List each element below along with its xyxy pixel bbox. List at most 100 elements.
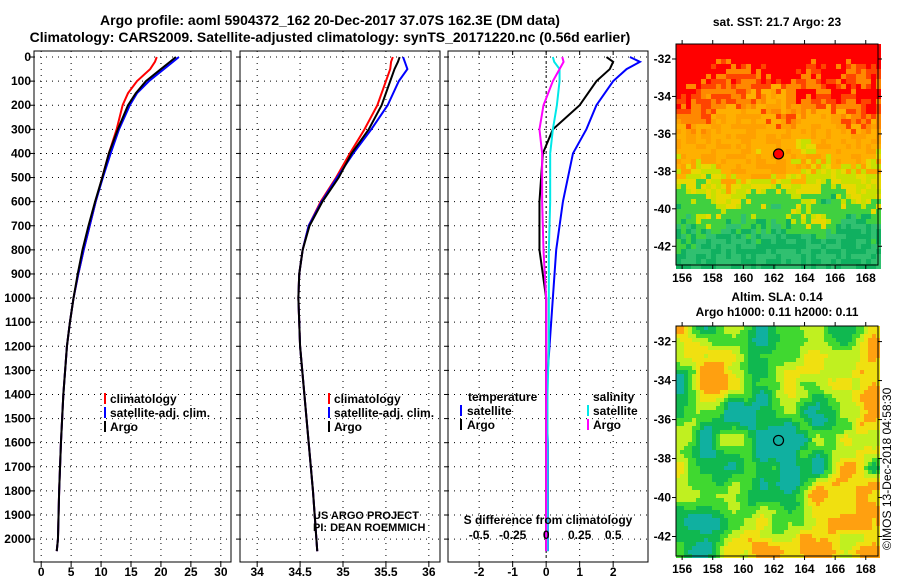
heatmap-cell	[864, 446, 868, 450]
heatmap-cell	[841, 139, 846, 144]
heatmap-cell	[780, 330, 784, 334]
heatmap-cell	[740, 490, 744, 494]
s-tick-label: -0.25	[499, 528, 527, 542]
heatmap-cell	[732, 482, 736, 486]
heatmap-cell	[751, 174, 756, 179]
heatmap-cell	[808, 398, 812, 402]
heatmap-cell	[716, 159, 721, 164]
heatmap-cell	[776, 358, 780, 362]
heatmap-cell	[740, 510, 744, 514]
heatmap-cell	[736, 104, 741, 109]
heatmap-cell	[776, 119, 781, 124]
heatmap-cell	[732, 334, 736, 338]
series-line-s-satellite	[546, 56, 561, 552]
heatmap-cell	[756, 219, 761, 224]
heatmap-cell	[816, 422, 820, 426]
heatmap-cell	[851, 54, 856, 59]
heatmap-cell	[704, 362, 708, 366]
heatmap-cell	[848, 402, 852, 406]
heatmap-cell	[828, 326, 832, 330]
heatmap-cell	[756, 264, 761, 269]
heatmap-cell	[772, 466, 776, 470]
heatmap-cell	[711, 79, 716, 84]
heatmap-cell	[686, 254, 691, 259]
heatmap-cell	[696, 454, 700, 458]
heatmap-cell	[792, 510, 796, 514]
heatmap-cell	[851, 229, 856, 234]
heatmap-cell	[686, 154, 691, 159]
heatmap-cell	[821, 139, 826, 144]
y-tick-label: 800	[11, 243, 31, 257]
heatmap-cell	[744, 486, 748, 490]
heatmap-cell	[760, 494, 764, 498]
heatmap-cell	[712, 530, 716, 534]
heatmap-cell	[812, 354, 816, 358]
heatmap-cell	[780, 526, 784, 530]
legend-marker	[328, 393, 330, 404]
heatmap-cell	[784, 382, 788, 386]
heatmap-cell	[676, 522, 680, 526]
heatmap-cell	[676, 394, 680, 398]
heatmap-cell	[824, 438, 828, 442]
heatmap-cell	[804, 506, 808, 510]
heatmap-cell	[872, 338, 876, 342]
heatmap-cell	[756, 446, 760, 450]
heatmap-cell	[841, 129, 846, 134]
heatmap-cell	[728, 402, 732, 406]
heatmap-cell	[724, 354, 728, 358]
heatmap-cell	[860, 498, 864, 502]
heatmap-cell	[796, 54, 801, 59]
heatmap-cell	[811, 59, 816, 64]
heatmap-cell	[761, 139, 766, 144]
heatmap-cell	[716, 184, 721, 189]
heatmap-cell	[712, 354, 716, 358]
heatmap-cell	[868, 398, 872, 402]
heatmap-cell	[704, 510, 708, 514]
heatmap-cell	[784, 458, 788, 462]
heatmap-cell	[681, 74, 686, 79]
heatmap-cell	[686, 264, 691, 269]
heatmap-cell	[736, 209, 741, 214]
heatmap-cell	[872, 350, 876, 354]
heatmap-cell	[836, 330, 840, 334]
heatmap-cell	[696, 510, 700, 514]
heatmap-cell	[676, 498, 680, 502]
heatmap-cell	[706, 189, 711, 194]
heatmap-cell	[711, 184, 716, 189]
heatmap-cell	[768, 362, 772, 366]
heatmap-cell	[740, 402, 744, 406]
heatmap-cell	[840, 498, 844, 502]
heatmap-cell	[864, 354, 868, 358]
heatmap-cell	[716, 358, 720, 362]
heatmap-cell	[764, 354, 768, 358]
heatmap-cell	[676, 326, 680, 330]
heatmap-cell	[692, 438, 696, 442]
heatmap-cell	[760, 462, 764, 466]
heatmap-cell	[800, 418, 804, 422]
heatmap-cell	[772, 474, 776, 478]
heatmap-cell	[788, 370, 792, 374]
heatmap-cell	[692, 402, 696, 406]
heatmap-cell	[760, 526, 764, 530]
heatmap-cell	[836, 259, 841, 264]
y-tick-label: 1500	[4, 412, 31, 426]
heatmap-cell	[836, 482, 840, 486]
heatmap-cell	[844, 350, 848, 354]
heatmap-cell	[848, 378, 852, 382]
heatmap-cell	[806, 89, 811, 94]
heatmap-cell	[796, 518, 800, 522]
heatmap-cell	[768, 546, 772, 550]
heatmap-cell	[836, 74, 841, 79]
heatmap-cell	[696, 114, 701, 119]
x-tick-label: 166	[825, 271, 845, 285]
heatmap-cell	[696, 434, 700, 438]
heatmap-cell	[832, 362, 836, 366]
heatmap-cell	[836, 546, 840, 550]
heatmap-cell	[856, 518, 860, 522]
x-tick-label: 158	[703, 271, 723, 285]
heatmap-cell	[796, 49, 801, 54]
heatmap-cell	[771, 154, 776, 159]
heatmap-cell	[751, 114, 756, 119]
heatmap-cell	[708, 526, 712, 530]
heatmap-cell	[768, 326, 772, 330]
